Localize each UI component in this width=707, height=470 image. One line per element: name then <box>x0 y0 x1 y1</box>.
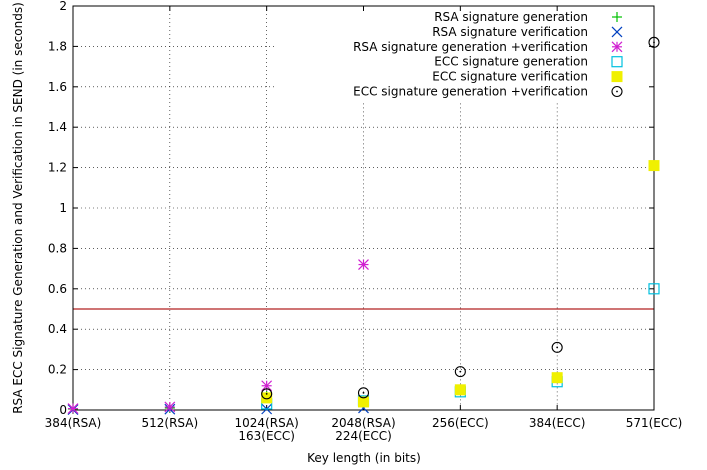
legend-label: RSA signature verification <box>432 25 588 39</box>
point-filled-square <box>648 160 660 172</box>
x-tick-label: 384(ECC) <box>529 416 586 430</box>
point-filled-square <box>551 372 563 384</box>
point-filled-square <box>358 396 369 408</box>
legend-item: ECC signature generation +verification <box>353 85 623 99</box>
y-tick-label: 1.2 <box>48 161 67 175</box>
x-tick-label: 571(ECC) <box>626 416 683 430</box>
point-asterisk <box>358 259 369 270</box>
legend-label: RSA signature generation <box>434 10 588 24</box>
point-circle-dot <box>261 388 273 400</box>
y-tick-label: 2 <box>59 0 67 13</box>
y-tick-label: 0.2 <box>48 363 67 377</box>
y-axis-label: RSA ECC Signature Generation and Verific… <box>11 2 25 414</box>
legend-swatch-filled-square <box>611 71 623 83</box>
y-tick-label: 0.6 <box>48 282 67 296</box>
x-tick-label: 163(ECC) <box>238 429 295 443</box>
legend-swatch-plus <box>612 12 622 22</box>
legend-item: RSA signature generation <box>434 10 622 24</box>
point-circle-dot <box>648 36 660 48</box>
y-tick-label: 1.8 <box>48 39 67 53</box>
legend-swatch-open-square <box>611 56 623 68</box>
data-points <box>67 36 660 416</box>
x-axis-label: Key length (in bits) <box>307 451 421 465</box>
y-tick-label: 0.8 <box>48 241 67 255</box>
y-tick-label: 0 <box>59 403 67 417</box>
legend-swatch-asterisk <box>611 41 623 53</box>
legend-item: RSA signature verification <box>432 25 623 39</box>
x-tick-label: 512(RSA) <box>142 416 199 430</box>
y-tick-label: 1.4 <box>48 120 67 134</box>
legend-label: ECC signature generation <box>434 55 588 69</box>
point-filled-square <box>454 384 466 396</box>
x-axis-ticks: 384(RSA) 512(RSA) 1024(RSA)163(ECC) 2048(RS… <box>45 6 683 443</box>
y-tick-label: 1 <box>59 201 67 215</box>
point-circle-dot <box>551 341 563 353</box>
y-axis-ticks: 0 0.2 0.4 0.6 0.8 1 1.2 1.4 1.6 1.8 2 <box>48 0 654 417</box>
x-tick-label: 224(ECC) <box>335 429 392 443</box>
x-tick-label: 1024(RSA) <box>235 416 299 430</box>
y-tick-label: 1.6 <box>48 80 67 94</box>
y-tick-label: 0.4 <box>48 322 67 336</box>
x-tick-label: 256(ECC) <box>432 416 489 430</box>
point-circle-dot <box>454 366 466 378</box>
legend-swatch-circle-dot <box>611 85 623 98</box>
legend-label: ECC signature generation +verification <box>353 85 588 99</box>
x-tick-label: 2048(RSA) <box>331 416 395 430</box>
legend-item: ECC signature generation <box>434 55 623 69</box>
legend-label: RSA signature generation +verification <box>353 40 588 54</box>
legend-item: ECC signature verification <box>432 70 623 84</box>
point-asterisk <box>67 403 79 415</box>
legend-swatch-cross <box>611 26 623 38</box>
point-open-square <box>648 283 660 295</box>
point-circle-dot <box>357 387 370 399</box>
point-filled-square <box>261 392 273 404</box>
legend-item: RSA signature generation +verification <box>353 40 623 54</box>
x-tick-label: 384(RSA) <box>45 416 102 430</box>
legend-label: ECC signature verification <box>432 70 588 84</box>
grid-lines <box>73 6 654 410</box>
point-asterisk <box>164 401 176 413</box>
